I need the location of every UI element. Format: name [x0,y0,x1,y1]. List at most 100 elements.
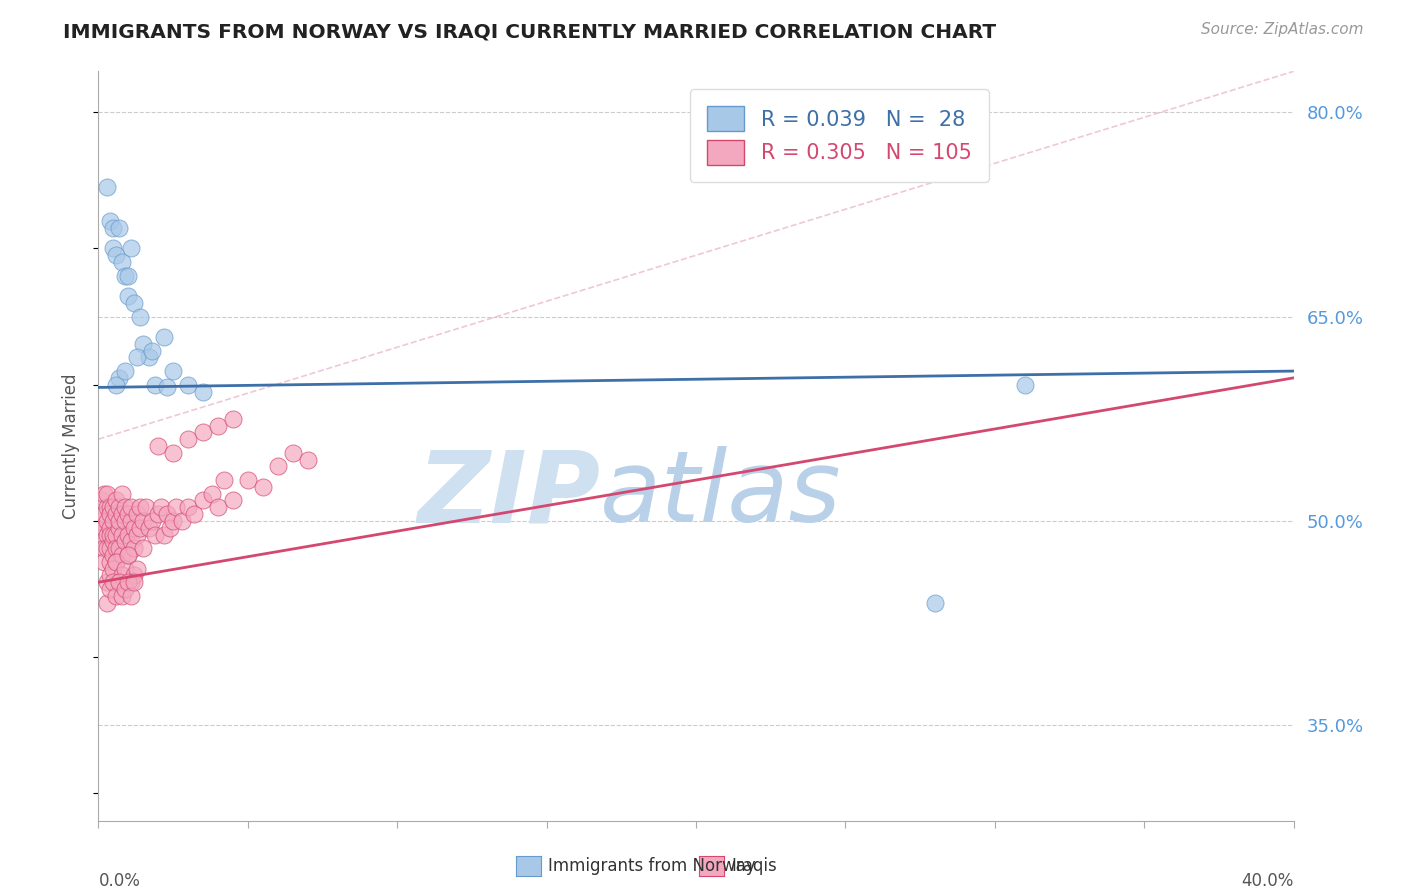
Point [117,575,139,590]
Point [236,473,259,487]
Point [141,343,163,358]
Text: 40.0%: 40.0% [1241,872,1294,890]
Text: Immigrants from Norway: Immigrants from Norway [548,857,756,875]
Point [114,582,136,596]
Point [108,500,131,515]
Text: IMMIGRANTS FROM NORWAY VS IRAQI CURRENTLY MARRIED CORRELATION CHART: IMMIGRANTS FROM NORWAY VS IRAQI CURRENTL… [63,22,997,41]
Point [222,493,245,508]
Point [96,486,118,500]
Point [98,507,122,521]
Point [111,486,134,500]
Point [96,180,118,194]
Point [207,500,229,515]
Point [153,527,176,541]
Point [120,500,142,515]
Point [117,289,139,303]
Point [297,452,319,467]
Point [127,527,149,541]
Point [105,527,128,541]
Point [90,527,112,541]
Point [201,486,224,500]
Point [96,527,118,541]
Point [103,514,125,528]
Point [162,364,184,378]
Text: atlas: atlas [600,446,842,543]
Point [120,514,142,528]
Point [924,596,946,610]
Point [114,364,136,378]
Point [93,507,115,521]
Point [108,371,131,385]
Point [127,507,149,521]
Point [96,596,118,610]
Point [93,541,115,556]
Point [143,527,166,541]
Point [267,459,290,474]
Point [98,521,122,535]
Point [108,575,131,590]
Point [120,589,142,603]
Point [127,351,149,365]
Point [93,521,115,535]
Point [98,500,122,515]
Point [135,500,157,515]
Point [111,507,134,521]
Text: Source: ZipAtlas.com: Source: ZipAtlas.com [1201,22,1364,37]
Text: Iraqis: Iraqis [731,857,778,875]
Point [93,555,115,569]
Point [138,351,160,365]
Point [111,589,134,603]
Point [156,507,179,521]
Point [103,527,125,541]
Point [93,486,115,500]
Point [172,514,194,528]
Point [105,248,128,262]
Point [105,589,128,603]
Point [111,527,134,541]
Point [124,568,146,582]
Point [212,473,235,487]
Point [191,384,214,399]
Point [111,568,134,582]
Point [111,548,134,562]
Point [124,296,146,310]
Point [150,500,173,515]
Point [156,380,179,394]
Point [114,534,136,549]
Point [177,432,200,446]
Point [96,500,118,515]
Point [177,377,200,392]
Point [191,493,214,508]
Point [108,221,131,235]
Point [138,521,160,535]
Point [162,514,184,528]
Point [96,575,118,590]
Point [148,507,170,521]
Point [96,541,118,556]
Point [98,568,122,582]
Point [127,561,149,575]
Point [129,500,152,515]
Point [252,480,274,494]
Point [105,507,128,521]
Point [103,575,125,590]
Point [105,555,128,569]
Point [90,514,112,528]
Point [177,500,200,515]
Point [129,521,152,535]
Point [143,377,166,392]
Point [117,507,139,521]
Point [120,534,142,549]
Point [117,527,139,541]
Point [98,214,122,228]
Point [124,521,146,535]
Point [103,500,125,515]
Point [96,514,118,528]
Y-axis label: Currently Married: Currently Married [62,373,80,519]
Point [117,548,139,562]
Point [105,377,128,392]
Point [105,541,128,556]
Point [132,336,155,351]
Point [114,500,136,515]
Point [105,555,128,569]
